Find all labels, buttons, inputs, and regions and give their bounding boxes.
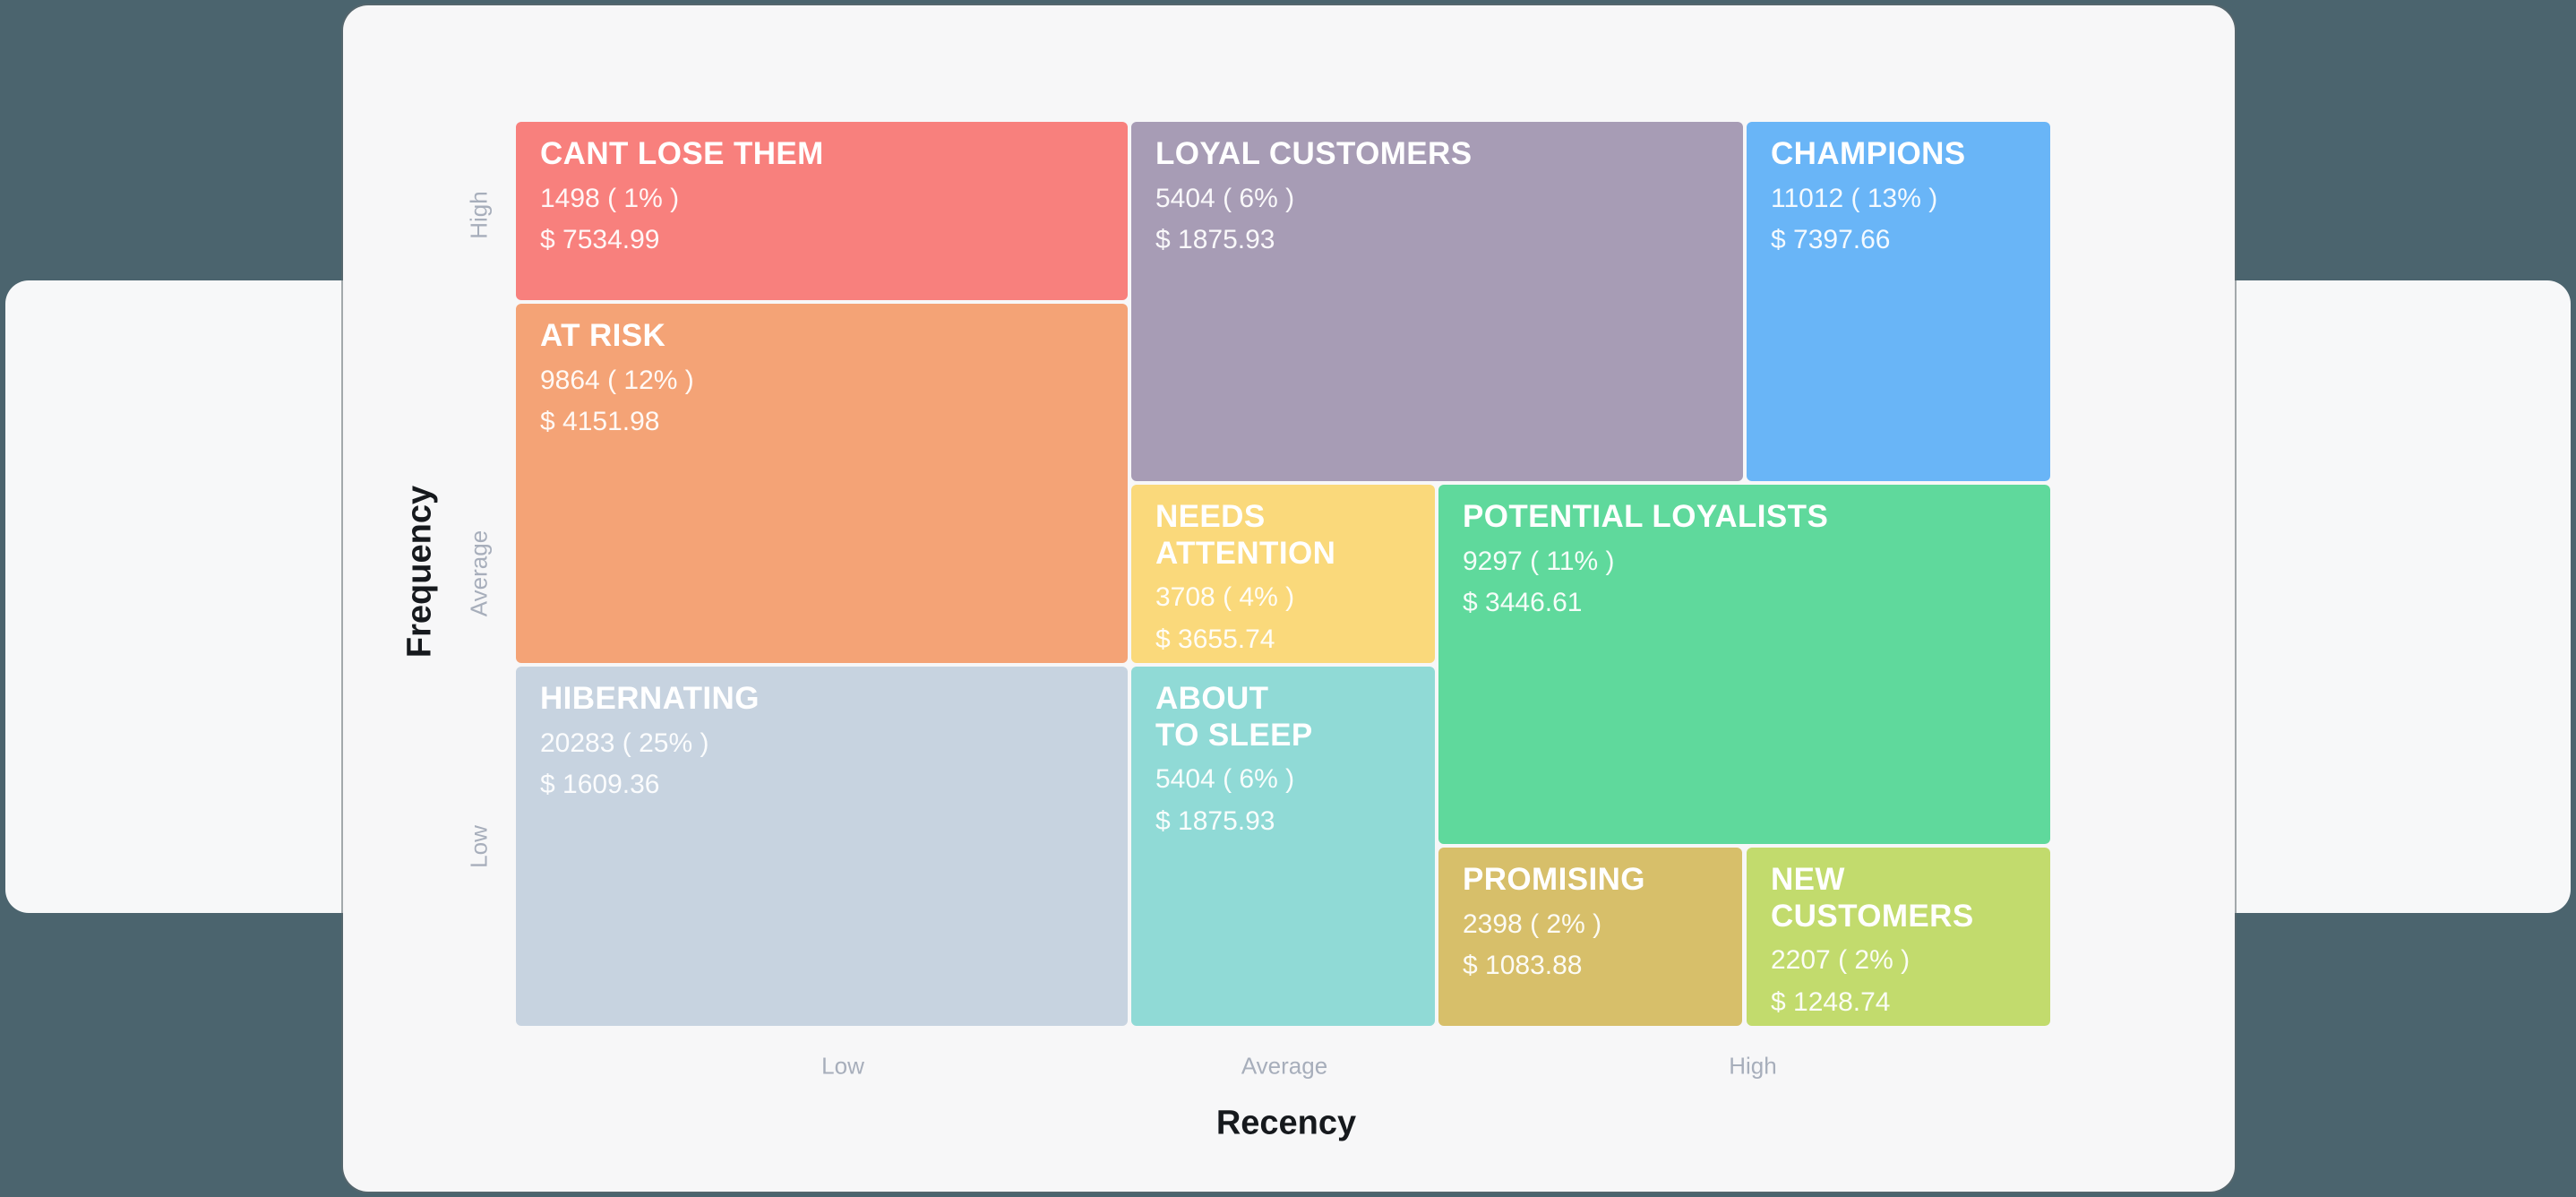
segment-about-to-sleep[interactable]: ABOUT TO SLEEP 5404 ( 6% ) $ 1875.93 xyxy=(1131,667,1435,1026)
segment-title: CANT LOSE THEM xyxy=(540,136,824,171)
x-tick-high: High xyxy=(1729,1052,1777,1080)
segment-title: LOYAL CUSTOMERS xyxy=(1155,136,1473,171)
segment-cant-lose-them[interactable]: CANT LOSE THEM 1498 ( 1% ) $ 7534.99 xyxy=(516,122,1128,300)
segment-title: HIBERNATING xyxy=(540,681,760,716)
segment-hibernating[interactable]: HIBERNATING 20283 ( 25% ) $ 1609.36 xyxy=(516,667,1128,1026)
segment-count: 3708 ( 4% ) xyxy=(1155,582,1295,613)
segment-monetary: $ 3655.74 xyxy=(1155,624,1275,654)
segment-count: 2398 ( 2% ) xyxy=(1463,909,1602,939)
segment-count: 2207 ( 2% ) xyxy=(1771,945,1911,976)
y-tick-high: High xyxy=(465,191,493,239)
segment-needs-attention[interactable]: NEEDS ATTENTION 3708 ( 4% ) $ 3655.74 xyxy=(1131,485,1435,663)
segment-monetary: $ 7534.99 xyxy=(540,225,660,255)
x-tick-average: Average xyxy=(1241,1052,1328,1080)
segment-title: ABOUT TO SLEEP xyxy=(1155,681,1313,753)
segment-title: NEEDS ATTENTION xyxy=(1155,499,1336,571)
y-tick-average: Average xyxy=(465,530,493,617)
segment-monetary: $ 1083.88 xyxy=(1463,951,1583,981)
segment-monetary: $ 1609.36 xyxy=(540,770,660,800)
segment-monetary: $ 1875.93 xyxy=(1155,225,1275,255)
segment-monetary: $ 4151.98 xyxy=(540,407,660,437)
segment-title: AT RISK xyxy=(540,318,666,353)
x-axis-title: Recency xyxy=(1215,1104,1357,1142)
segment-monetary: $ 1875.93 xyxy=(1155,805,1275,836)
segment-monetary: $ 7397.66 xyxy=(1771,225,1891,255)
x-tick-low: Low xyxy=(821,1052,864,1080)
segment-new-customers[interactable]: NEW CUSTOMERS 2207 ( 2% ) $ 1248.74 xyxy=(1747,848,2050,1026)
segment-at-risk[interactable]: AT RISK 9864 ( 12% ) $ 4151.98 xyxy=(516,304,1128,663)
segment-title: CHAMPIONS xyxy=(1771,136,1966,171)
segment-title: NEW CUSTOMERS xyxy=(1771,862,1974,934)
rfm-chart-card: Frequency Recency High Average Low Low A… xyxy=(343,5,2235,1192)
segment-count: 5404 ( 6% ) xyxy=(1155,764,1295,795)
segment-count: 11012 ( 13% ) xyxy=(1771,183,1938,213)
segment-potential-loyalists[interactable]: POTENTIAL LOYALISTS 9297 ( 11% ) $ 3446.… xyxy=(1438,485,2050,844)
segment-title: PROMISING xyxy=(1463,862,1645,897)
segment-title: POTENTIAL LOYALISTS xyxy=(1463,499,1829,534)
segment-count: 20283 ( 25% ) xyxy=(540,728,709,758)
segment-count: 9864 ( 12% ) xyxy=(540,365,694,395)
segment-promising[interactable]: PROMISING 2398 ( 2% ) $ 1083.88 xyxy=(1438,848,1742,1026)
plot-area: CANT LOSE THEM 1498 ( 1% ) $ 7534.99 LOY… xyxy=(514,120,2052,1028)
segment-count: 1498 ( 1% ) xyxy=(540,183,680,213)
segment-monetary: $ 1248.74 xyxy=(1771,986,1891,1017)
segment-monetary: $ 3446.61 xyxy=(1463,588,1583,618)
y-axis-title: Frequency xyxy=(400,485,439,659)
segment-champions[interactable]: CHAMPIONS 11012 ( 13% ) $ 7397.66 xyxy=(1747,122,2050,481)
y-tick-low: Low xyxy=(465,825,493,868)
segment-count: 5404 ( 6% ) xyxy=(1155,183,1295,213)
segment-count: 9297 ( 11% ) xyxy=(1463,546,1615,576)
segment-loyal-customers[interactable]: LOYAL CUSTOMERS 5404 ( 6% ) $ 1875.93 xyxy=(1131,122,1743,481)
